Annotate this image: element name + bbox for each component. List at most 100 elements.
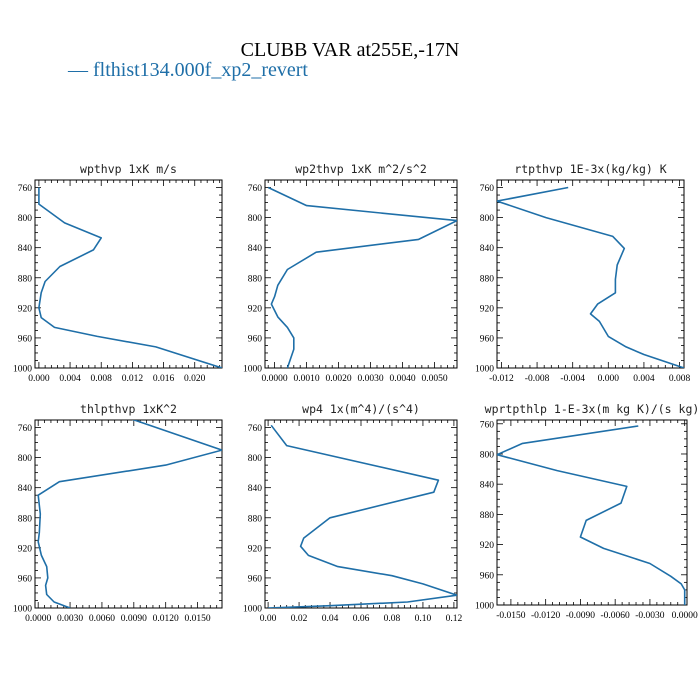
x-tick-label: 0.008 [91,374,113,384]
panel-1: wpthvp 1xK m/s76080084088092096010000.00… [13,162,223,384]
y-tick-label: 840 [18,244,33,254]
y-tick-label: 800 [248,454,263,464]
panel-2: wp2thvp 1xK m^2/s^2 760 800 840 880 920 960 100… [243,162,458,384]
y-tick-label: 840 [480,481,495,491]
y-tick-label: 880 [18,514,33,524]
x-tick-label: 0.0000 [262,374,288,384]
plot-frame [264,179,458,369]
x-tick-label: -0.0150 [496,611,526,621]
x-tick-label: -0.0120 [531,611,561,621]
y-tick-label: 920 [480,541,495,551]
x-tick-label: 0.020 [184,374,206,384]
series-line [267,186,457,368]
x-tick-label: 0.000 [28,374,50,384]
x-tick-label: 0.0020 [326,374,352,384]
x-tick-label: 0.004 [59,374,81,384]
panel-title: wpthvp 1xK m/s [80,162,177,176]
y-tick-label: 840 [248,244,263,254]
panel-title: wprtpthlp 1-E-3x(m kg K)/(s kg) [485,402,700,416]
panel-5: wp4 1x(m^4)/(s^4)76080084088092096010000… [243,402,462,624]
x-tick-label: 0.04 [322,614,339,624]
series-line [268,424,457,608]
plot-frame [264,419,458,609]
x-tick-label: 0.00 [260,614,277,624]
x-tick-label: 0.012 [122,374,144,384]
y-tick-label: 960 [248,334,263,344]
series-line [497,186,684,368]
y-tick-label: 1000 [475,365,494,375]
panel-4: thlpthvp 1xK^276080084088092096010000.00… [13,402,223,624]
x-tick-label: 0.008 [669,374,691,384]
panel-title: thlpthvp 1xK^2 [80,402,177,416]
x-tick-label: 0.0090 [121,614,147,624]
series-line [38,187,222,368]
x-tick-label: 0.0120 [153,614,179,624]
y-tick-label: 920 [18,544,33,554]
panels: wpthvp 1xK m/s76080084088092096010000.00… [13,162,699,624]
y-tick-label: 880 [248,274,263,284]
y-tick-label: 960 [18,334,33,344]
x-tick-label: 0.0150 [185,614,211,624]
y-tick-label: 920 [18,304,33,314]
y-tick-label: 800 [480,214,495,224]
y-tick-label: 1000 [13,605,32,615]
plot-frame [34,419,223,609]
y-tick-label: 800 [480,450,495,460]
x-tick-label: 0.08 [384,614,401,624]
y-tick-label: 760 [248,424,263,434]
y-tick-label: 960 [480,571,495,581]
x-tick-label: 0.004 [633,374,655,384]
x-tick-label: 0.0030 [57,614,83,624]
y-tick-label: 960 [248,574,263,584]
x-tick-label: -0.0060 [601,611,631,621]
y-tick-label: 760 [480,420,495,430]
panel-title: rtpthvp 1E-3x(kg/kg) K [514,162,666,176]
x-tick-label: 0.12 [446,614,463,624]
legend-label: — flthist134.000f_xp2_revert [67,59,308,81]
y-tick-label: 840 [480,244,495,254]
panel-6: wprtpthlp 1-E-3x(m kg K)/(s kg) 760 800 840… [475,402,699,621]
x-tick-label: -0.012 [489,374,514,384]
x-tick-label: 0.10 [415,614,432,624]
plot-frame [34,179,223,369]
y-tick-label: 880 [480,511,495,521]
x-tick-label: 0.000 [598,374,620,384]
y-tick-label: 800 [248,214,263,224]
y-tick-label: 1000 [475,602,494,612]
x-tick-label: 0.0030 [358,374,384,384]
y-tick-label: 840 [18,484,33,494]
series-line [497,425,686,605]
series-line [37,420,222,608]
x-tick-label: -0.008 [525,374,550,384]
y-tick-label: 960 [480,334,495,344]
y-tick-label: 920 [248,304,263,314]
y-tick-label: 920 [480,304,495,314]
figure-title: CLUBB VAR at255E,-17N [241,39,460,61]
y-tick-label: 840 [248,484,263,494]
x-tick-label: 0.016 [153,374,175,384]
y-tick-label: 880 [248,514,263,524]
x-tick-label: -0.0030 [635,611,665,621]
x-tick-label: 0.0060 [89,614,115,624]
x-tick-label: 0.0040 [390,374,416,384]
x-tick-label: 0.0000 [672,611,698,621]
y-tick-label: 760 [248,184,263,194]
panel-3: rtpthvp 1E-3x(kg/kg) K 760 800 840 880 920 960… [475,162,690,384]
y-tick-label: 960 [18,574,33,584]
x-tick-label: 0.02 [291,614,308,624]
y-tick-label: 880 [18,274,33,284]
x-tick-label: 0.06 [353,614,370,624]
y-tick-label: 1000 [243,365,262,375]
panel-title: wp2thvp 1xK m^2/s^2 [295,162,427,176]
y-tick-label: 760 [480,184,495,194]
x-tick-label: -0.0090 [566,611,596,621]
plot-frame [496,179,685,369]
x-tick-label: -0.004 [560,374,585,384]
y-tick-label: 920 [248,544,263,554]
plot-frame [496,419,688,606]
x-tick-label: 0.0010 [294,374,320,384]
y-tick-label: 800 [18,214,33,224]
panel-title: wp4 1x(m^4)/(s^4) [302,402,420,416]
y-tick-label: 800 [18,454,33,464]
